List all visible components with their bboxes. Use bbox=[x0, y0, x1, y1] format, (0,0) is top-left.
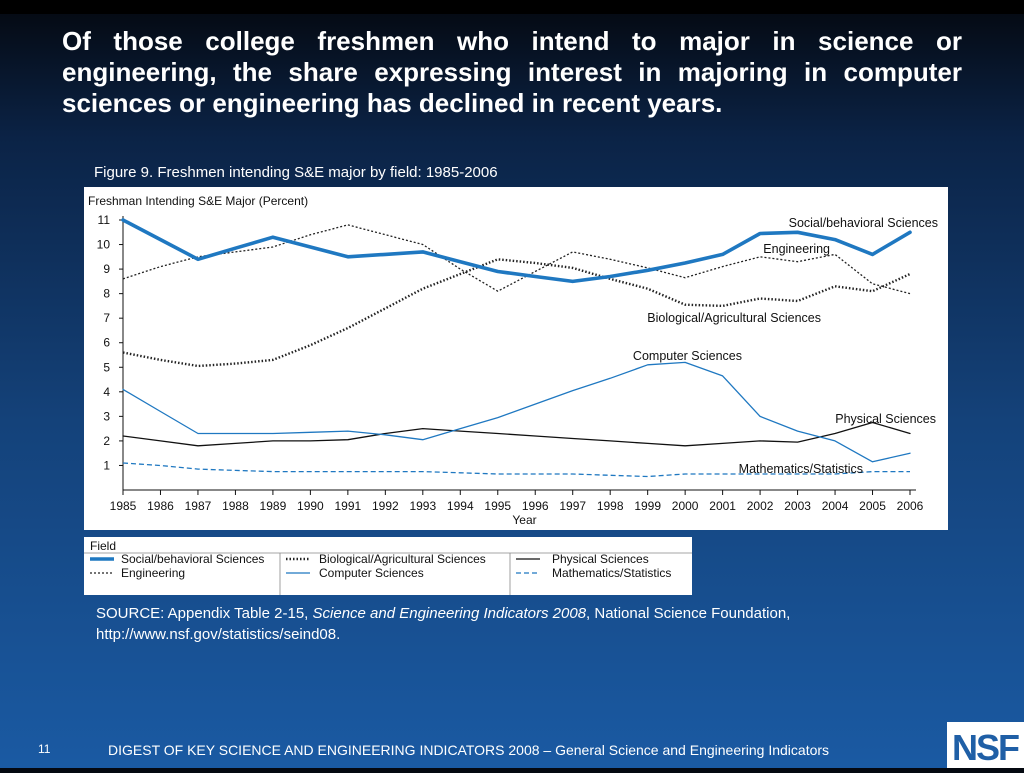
x-tick-label: 1986 bbox=[147, 499, 174, 513]
legend-label-mathematics-statistics: Mathematics/Statistics bbox=[552, 566, 671, 580]
x-tick-label: 2005 bbox=[859, 499, 886, 513]
legend-title: Field bbox=[90, 539, 116, 553]
x-tick-label: 1987 bbox=[185, 499, 212, 513]
x-tick-label: 1994 bbox=[447, 499, 474, 513]
x-tick-label: 1993 bbox=[409, 499, 436, 513]
x-axis-label: Year bbox=[512, 513, 536, 527]
figure-caption: Figure 9. Freshmen intending S&E major b… bbox=[94, 164, 498, 181]
x-tick-label: 1999 bbox=[634, 499, 661, 513]
svg-text:NSF: NSF bbox=[952, 727, 1019, 768]
y-tick-label: 1 bbox=[103, 458, 110, 472]
y-tick-label: 9 bbox=[103, 262, 110, 276]
x-tick-label: 1989 bbox=[260, 499, 287, 513]
x-tick-label: 2006 bbox=[897, 499, 924, 513]
legend-label-physical-sciences: Physical Sciences bbox=[552, 552, 649, 566]
legend-label-computer-sciences: Computer Sciences bbox=[319, 566, 424, 580]
y-tick-label: 7 bbox=[103, 311, 110, 325]
x-tick-label: 1992 bbox=[372, 499, 399, 513]
source-title: Science and Engineering Indicators 2008 bbox=[312, 605, 587, 622]
source-prefix: SOURCE: Appendix Table 2-15, bbox=[96, 605, 313, 622]
y-tick-label: 4 bbox=[103, 385, 110, 399]
series-line-mathematics-statistics bbox=[122, 462, 910, 478]
chart-panel: Freshman Intending S&E Major (Percent) 1 2… bbox=[84, 187, 948, 530]
annotation-engineering: Engineering bbox=[763, 242, 830, 256]
legend-label-engineering: Engineering bbox=[121, 566, 185, 580]
source-suffix: , National Science Foundation, http://ww… bbox=[96, 605, 791, 643]
nsf-logo-icon: NSF bbox=[947, 722, 1024, 768]
slide-headline: Of those college freshmen who intend to … bbox=[62, 26, 962, 118]
footer-text: DIGEST OF KEY SCIENCE AND ENGINEERING IN… bbox=[108, 742, 830, 758]
x-tick-label: 2002 bbox=[747, 499, 774, 513]
x-tick-label: 1991 bbox=[335, 499, 362, 513]
y-tick-label: 6 bbox=[103, 336, 110, 350]
x-tick-label: 1996 bbox=[522, 499, 549, 513]
top-bar bbox=[0, 0, 1024, 14]
legend-label-social-behavioral-sciences: Social/behavioral Sciences bbox=[121, 552, 264, 566]
annotation-physical-sciences: Physical Sciences bbox=[835, 412, 936, 426]
source-note: SOURCE: Appendix Table 2-15, Science and… bbox=[96, 603, 956, 645]
series-line-physical-sciences bbox=[122, 421, 911, 447]
series-line-biological-agricultural-sciences bbox=[122, 258, 911, 368]
legend-label-biological-agricultural-sciences: Biological/Agricultural Sciences bbox=[319, 552, 486, 566]
x-tick-label: 2001 bbox=[709, 499, 736, 513]
series-line-computer-sciences bbox=[122, 361, 911, 463]
legend: Field Social/behavioral SciencesEngineeri… bbox=[84, 539, 692, 595]
y-tick-label: 5 bbox=[103, 360, 110, 374]
y-axis-label: Freshman Intending S&E Major (Percent) bbox=[88, 194, 308, 208]
y-tick-label: 11 bbox=[98, 213, 111, 227]
x-tick-label: 2003 bbox=[784, 499, 811, 513]
y-tick-label: 3 bbox=[103, 409, 110, 423]
x-tick-label: 1997 bbox=[559, 499, 586, 513]
y-tick-label: 2 bbox=[103, 434, 110, 448]
x-tick-label: 1990 bbox=[297, 499, 324, 513]
line-chart: Freshman Intending S&E Major (Percent) 1 2… bbox=[88, 194, 938, 527]
series-line-social-behavioral-sciences bbox=[121, 218, 912, 284]
y-tick-label: 10 bbox=[97, 238, 111, 252]
annotation-computer-sciences: Computer Sciences bbox=[633, 349, 742, 363]
y-tick-label: 8 bbox=[103, 287, 110, 301]
x-tick-label: 1988 bbox=[222, 499, 249, 513]
x-tick-label: 1998 bbox=[597, 499, 624, 513]
page-number: 11 bbox=[38, 742, 51, 756]
legend-panel: Field Social/behavioral Sciences Engineeri… bbox=[84, 537, 692, 595]
x-tick-label: 2000 bbox=[672, 499, 699, 513]
annotation-biological-agricultural-sciences: Biological/Agricultural Sciences bbox=[647, 311, 821, 325]
annotation-social-behavioral-sciences: Social/behavioral Sciences bbox=[789, 216, 938, 230]
series-line-engineering bbox=[122, 224, 911, 295]
x-tick-label: 1995 bbox=[484, 499, 511, 513]
x-tick-label: 2004 bbox=[822, 499, 849, 513]
annotation-mathematics-statistics: Mathematics/Statistics bbox=[739, 462, 863, 476]
x-tick-label: 1985 bbox=[110, 499, 137, 513]
